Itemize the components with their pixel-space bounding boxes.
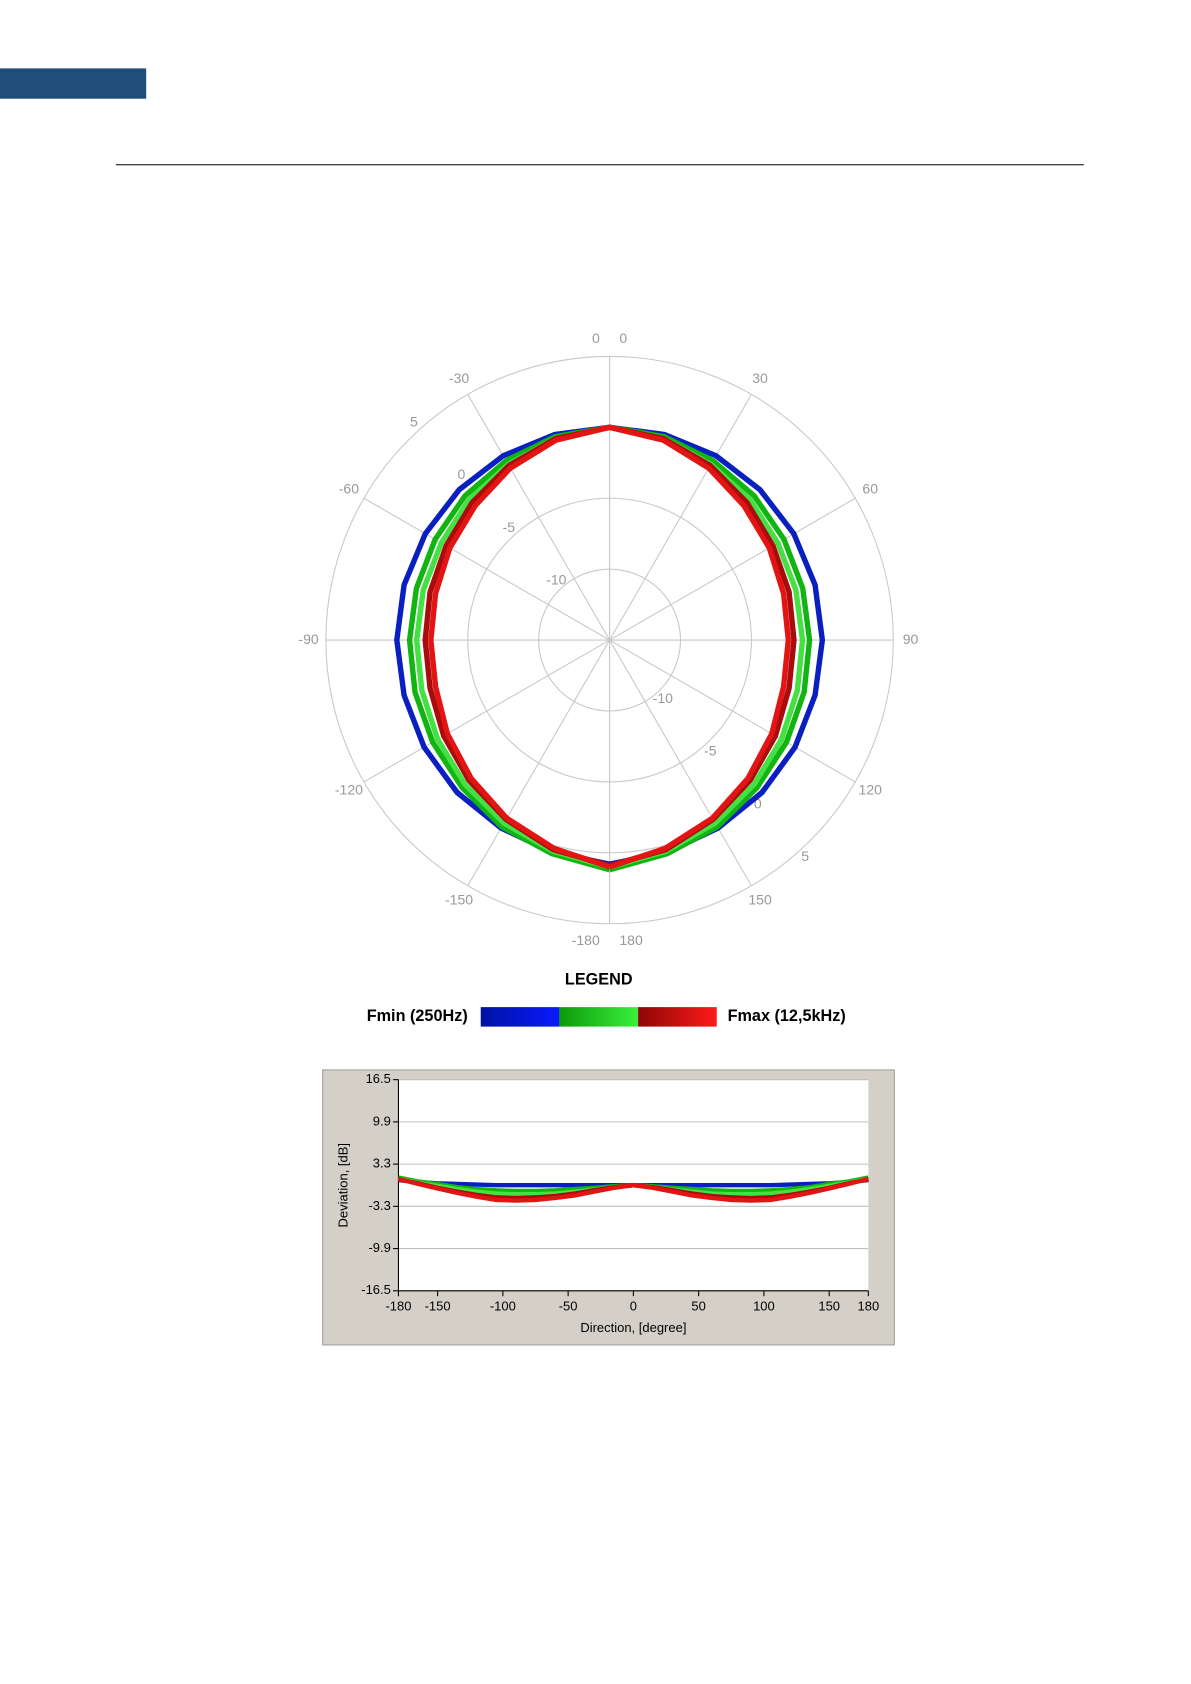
r-tick-label: -10 bbox=[653, 690, 674, 706]
r-tick-label: 5 bbox=[801, 848, 809, 864]
spoke bbox=[363, 639, 610, 783]
theta-tick-label: -60 bbox=[339, 480, 360, 496]
y-tick-label: 9.9 bbox=[373, 1113, 391, 1128]
theta-tick-label: 0 bbox=[592, 330, 600, 346]
legend: LEGEND Fmin (250Hz) Fmax (12,5kHz) bbox=[367, 970, 846, 1027]
r-tick-label: -5 bbox=[503, 519, 516, 535]
theta-tick-label: 90 bbox=[903, 631, 919, 647]
theta-tick-label: -30 bbox=[449, 370, 470, 386]
x-tick-label: -180 bbox=[385, 1298, 411, 1313]
x-tick-label: 100 bbox=[753, 1298, 775, 1313]
legend-min: Fmin (250Hz) bbox=[367, 1007, 468, 1025]
x-tick-label: 50 bbox=[691, 1298, 705, 1313]
polar-chart: -10 -10 -5 -5 0 0 5 5 -180 -150 -120 -90 -60 -30 0 0 30 6… bbox=[298, 330, 918, 948]
r-tick-label: 0 bbox=[458, 466, 466, 482]
r-tick-label: 0 bbox=[754, 795, 762, 811]
y-tick-label: -9.9 bbox=[368, 1240, 390, 1255]
x-tick-label: -50 bbox=[559, 1298, 578, 1313]
r-tick-label: 5 bbox=[410, 414, 418, 430]
spoke bbox=[609, 639, 856, 783]
x-tick-label: 0 bbox=[630, 1298, 637, 1313]
y-tick-label: 16.5 bbox=[366, 1071, 391, 1086]
x-tick-label: 150 bbox=[818, 1298, 840, 1313]
theta-tick-label: -90 bbox=[298, 631, 319, 647]
deviation-chart: -16.5 -9.9 -3.3 3.3 9.9 16.5 -180 -150 -100 -50 0 5… bbox=[336, 1071, 879, 1335]
y-tick-label: -3.3 bbox=[368, 1198, 390, 1213]
theta-tick-label: 30 bbox=[752, 370, 768, 386]
y-axis-label: Deviation, [dB] bbox=[336, 1143, 351, 1227]
theta-tick-label: -150 bbox=[445, 891, 473, 907]
header-block bbox=[0, 68, 147, 99]
theta-tick-label: 180 bbox=[619, 932, 643, 948]
series-line bbox=[428, 424, 792, 870]
spoke bbox=[363, 497, 610, 641]
x-tick-label: -150 bbox=[425, 1298, 451, 1313]
y-tick-label: 3.3 bbox=[373, 1156, 391, 1171]
legend-swatch bbox=[480, 1007, 560, 1027]
spoke bbox=[467, 639, 611, 887]
theta-tick-label: 150 bbox=[748, 891, 772, 907]
theta-tick-label: 60 bbox=[862, 480, 878, 496]
legend-title: LEGEND bbox=[565, 970, 633, 988]
legend-swatch bbox=[559, 1007, 639, 1027]
theta-tick-label: -180 bbox=[572, 932, 600, 948]
x-tick-label: 180 bbox=[858, 1298, 880, 1313]
x-tick-label: -100 bbox=[490, 1298, 516, 1313]
series-line bbox=[397, 1176, 869, 1203]
legend-max: Fmax (12,5kHz) bbox=[728, 1007, 846, 1025]
theta-tick-label: 120 bbox=[859, 781, 883, 797]
spoke bbox=[467, 394, 611, 641]
theta-tick-label: -120 bbox=[335, 781, 363, 797]
x-axis-label: Direction, [degree] bbox=[580, 1320, 686, 1335]
spoke bbox=[609, 639, 752, 887]
r-tick-label: -5 bbox=[704, 743, 717, 759]
spoke bbox=[609, 497, 856, 641]
theta-tick-label: 0 bbox=[619, 330, 627, 346]
spoke bbox=[609, 394, 752, 641]
legend-swatch bbox=[638, 1007, 717, 1027]
y-tick-label: -16.5 bbox=[361, 1282, 391, 1297]
r-tick-label: -10 bbox=[546, 572, 567, 588]
